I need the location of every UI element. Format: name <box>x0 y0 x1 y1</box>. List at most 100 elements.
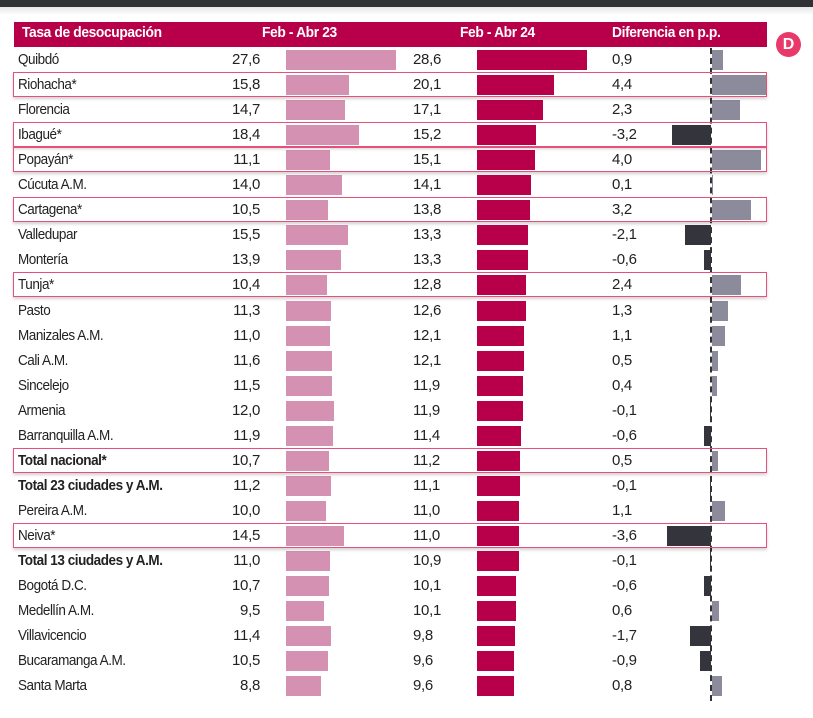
bar-feb-abr-24 <box>477 350 524 371</box>
table-row: Barranquilla A.M. 11,9 11,4 -0,6 <box>0 424 813 449</box>
row-label: Medellín A.M. <box>18 602 94 620</box>
table-row: Valledupar 15,5 13,3 -2,1 <box>0 223 813 248</box>
bar-feb-abr-24 <box>477 450 521 471</box>
value-diferencia: -0,1 <box>612 401 637 419</box>
value-feb-abr-23: 11,2 <box>233 476 260 494</box>
value-feb-abr-24: 11,0 <box>413 526 440 544</box>
value-feb-abr-24: 11,4 <box>413 426 440 444</box>
value-feb-abr-23: 13,9 <box>232 251 260 269</box>
value-feb-abr-24: 11,1 <box>413 476 440 494</box>
value-feb-abr-24: 12,8 <box>413 276 441 294</box>
bar-feb-abr-23 <box>286 676 322 697</box>
value-diferencia: 0,5 <box>612 451 632 469</box>
row-label: Total 13 ciudades y A.M. <box>18 552 163 569</box>
bar-feb-abr-23 <box>286 175 342 196</box>
value-feb-abr-24: 20,1 <box>413 76 441 94</box>
value-feb-abr-24: 11,0 <box>413 501 440 519</box>
value-diferencia: -1,7 <box>612 627 637 645</box>
bar-feb-abr-23 <box>286 525 344 546</box>
value-feb-abr-23: 10,7 <box>232 577 260 595</box>
bar-feb-abr-24 <box>477 150 536 171</box>
bar-feb-abr-23 <box>286 125 360 146</box>
bar-diferencia <box>712 150 761 171</box>
header-feb-abr-23: Feb - Abr 23 <box>262 24 337 41</box>
bar-diferencia <box>712 275 742 296</box>
bar-diferencia <box>685 225 711 246</box>
value-feb-abr-23: 10,5 <box>232 201 260 219</box>
value-feb-abr-24: 12,6 <box>413 301 441 319</box>
bar-diferencia <box>703 576 711 597</box>
value-feb-abr-23: 11,5 <box>233 376 260 394</box>
row-label: Montería <box>18 251 68 269</box>
bar-feb-abr-24 <box>477 676 514 697</box>
table-row: Armenia 12,0 11,9 -0,1 <box>0 399 813 424</box>
value-diferencia: 1,3 <box>612 301 632 319</box>
value-feb-abr-24: 11,9 <box>413 376 440 394</box>
window-top-bar <box>0 0 813 7</box>
value-diferencia: 0,9 <box>612 51 632 68</box>
value-feb-abr-24: 12,1 <box>413 351 441 369</box>
row-label: Total 23 ciudades y A.M. <box>18 476 163 494</box>
table-row: Cúcuta A.M. 14,0 14,1 0,1 <box>0 173 813 198</box>
value-feb-abr-23: 15,5 <box>232 226 260 244</box>
bar-feb-abr-23 <box>286 325 330 346</box>
bar-diferencia <box>712 50 723 70</box>
bar-feb-abr-24 <box>477 325 524 346</box>
table-row: Cali A.M. 11,6 12,1 0,5 <box>0 349 813 374</box>
table-row: Total 13 ciudades y A.M. 11,0 10,9 -0,1 <box>0 549 813 574</box>
bar-feb-abr-23 <box>286 551 330 571</box>
bar-diferencia <box>690 626 711 647</box>
brand-logo-icon[interactable]: D <box>776 32 801 57</box>
table-row: Neiva* 14,5 11,0 -3,6 <box>0 524 813 549</box>
bar-feb-abr-24 <box>477 250 529 271</box>
table-row: Riohacha* 15,8 20,1 4,4 <box>0 73 813 98</box>
value-feb-abr-23: 27,6 <box>232 51 260 68</box>
top-shadow <box>0 7 813 15</box>
bar-feb-abr-24 <box>477 300 526 321</box>
bar-feb-abr-24 <box>477 100 543 121</box>
bar-feb-abr-23 <box>286 225 348 246</box>
value-feb-abr-24: 17,1 <box>413 101 441 119</box>
value-diferencia: 1,1 <box>612 501 632 519</box>
table-row: Pereira A.M. 10,0 11,0 1,1 <box>0 499 813 524</box>
bar-feb-abr-24 <box>477 651 514 672</box>
bar-feb-abr-23 <box>286 651 328 672</box>
bar-feb-abr-23 <box>286 275 328 296</box>
bar-feb-abr-23 <box>286 500 326 521</box>
value-diferencia: 1,1 <box>612 326 632 344</box>
bar-feb-abr-23 <box>286 475 331 496</box>
table-row: Total nacional* 10,7 11,2 0,5 <box>0 449 813 474</box>
row-label: Sincelejo <box>18 376 69 394</box>
value-feb-abr-24: 10,1 <box>413 577 441 595</box>
bar-diferencia <box>712 450 719 471</box>
value-feb-abr-24: 11,2 <box>413 451 440 469</box>
value-feb-abr-23: 14,7 <box>232 101 260 119</box>
bar-feb-abr-24 <box>477 601 516 622</box>
table-row: Ibagué* 18,4 15,2 -3,2 <box>0 123 813 148</box>
zero-axis-line <box>710 48 712 701</box>
row-label: Quibdó <box>18 51 59 68</box>
value-feb-abr-23: 10,0 <box>232 501 260 519</box>
bar-feb-abr-23 <box>286 300 332 321</box>
table-row: Quibdó 27,6 28,6 0,9 <box>0 48 813 73</box>
bar-feb-abr-24 <box>477 275 527 296</box>
bar-diferencia <box>667 525 711 546</box>
bar-diferencia <box>712 100 741 121</box>
value-feb-abr-24: 13,3 <box>413 226 441 244</box>
table-row: Santa Marta 8,8 9,6 0,8 <box>0 674 813 699</box>
table-row: Manizales A.M. 11,0 12,1 1,1 <box>0 324 813 349</box>
value-feb-abr-23: 10,7 <box>232 451 260 469</box>
bar-feb-abr-23 <box>286 400 334 421</box>
value-diferencia: -0,1 <box>612 552 637 569</box>
row-label: Ibagué* <box>18 126 62 144</box>
value-feb-abr-23: 18,4 <box>232 126 260 144</box>
bar-feb-abr-23 <box>286 450 329 471</box>
bar-feb-abr-24 <box>477 400 523 421</box>
bar-feb-abr-24 <box>477 225 529 246</box>
value-feb-abr-24: 15,1 <box>413 151 441 169</box>
value-feb-abr-23: 11,6 <box>233 351 260 369</box>
row-label: Florencia <box>18 101 70 119</box>
row-label: Santa Marta <box>18 677 87 695</box>
bar-feb-abr-24 <box>477 175 532 196</box>
value-feb-abr-24: 9,6 <box>413 677 433 695</box>
